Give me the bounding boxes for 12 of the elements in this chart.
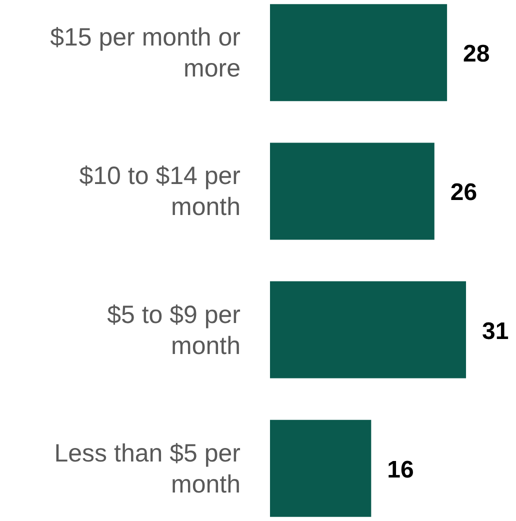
y-tick-label: Less than $5 per month <box>54 439 240 498</box>
y-tick-label: $10 to $14 per month <box>79 162 240 222</box>
y-tick-label: $5 to $9 per month <box>107 300 240 360</box>
y-tick-label: $15 per month or more <box>50 24 240 83</box>
bar <box>270 281 466 378</box>
bar <box>270 4 448 102</box>
data-label: 26 <box>450 179 478 206</box>
bar <box>270 142 434 240</box>
bar <box>270 420 372 517</box>
data-label: 28 <box>463 40 490 68</box>
data-label: 31 <box>482 318 509 345</box>
data-label: 16 <box>387 456 414 484</box>
